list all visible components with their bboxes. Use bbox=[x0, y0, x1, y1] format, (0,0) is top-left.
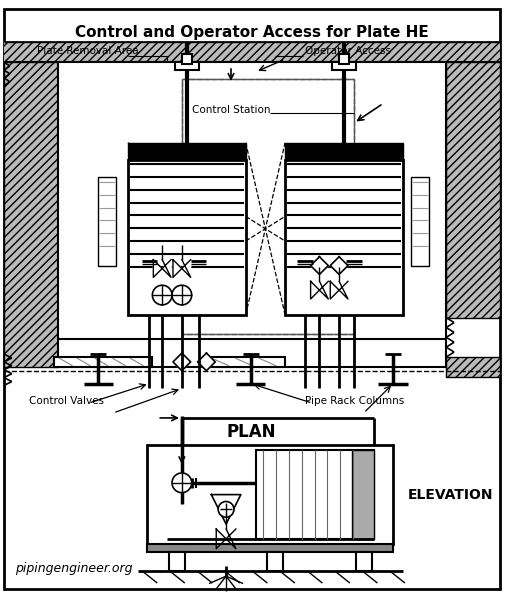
Circle shape bbox=[218, 502, 234, 517]
Bar bbox=[128, 143, 246, 160]
Polygon shape bbox=[182, 260, 191, 277]
Bar bbox=[182, 79, 354, 334]
Bar bbox=[98, 177, 116, 266]
Circle shape bbox=[172, 473, 192, 493]
Circle shape bbox=[152, 285, 172, 305]
Polygon shape bbox=[226, 529, 236, 548]
Bar bbox=[339, 54, 349, 64]
Polygon shape bbox=[330, 281, 339, 299]
Bar bbox=[128, 160, 246, 315]
Bar bbox=[352, 450, 373, 539]
Bar bbox=[58, 62, 446, 367]
Bar bbox=[147, 446, 393, 544]
Polygon shape bbox=[162, 260, 171, 277]
Polygon shape bbox=[310, 281, 320, 299]
Bar bbox=[147, 544, 393, 551]
Bar bbox=[446, 357, 500, 377]
Bar bbox=[285, 160, 403, 315]
Bar bbox=[206, 357, 285, 367]
Polygon shape bbox=[320, 281, 328, 299]
Text: ELEVATION: ELEVATION bbox=[408, 487, 494, 502]
Polygon shape bbox=[330, 257, 348, 274]
Bar bbox=[4, 42, 500, 62]
Text: Control Valves: Control Valves bbox=[29, 396, 105, 406]
Bar bbox=[267, 551, 283, 571]
Text: Control Station: Control Station bbox=[192, 105, 270, 115]
Polygon shape bbox=[198, 353, 215, 371]
Bar bbox=[332, 62, 356, 70]
Polygon shape bbox=[310, 257, 328, 274]
Text: PLAN: PLAN bbox=[227, 423, 277, 441]
Polygon shape bbox=[216, 529, 226, 548]
Text: Control and Operator Access for Plate HE: Control and Operator Access for Plate HE bbox=[75, 25, 428, 39]
Bar bbox=[54, 357, 152, 367]
Polygon shape bbox=[339, 281, 348, 299]
Bar bbox=[411, 177, 428, 266]
Polygon shape bbox=[211, 495, 241, 524]
Bar bbox=[356, 551, 371, 571]
Bar bbox=[4, 62, 58, 367]
Circle shape bbox=[172, 285, 192, 305]
Polygon shape bbox=[173, 260, 182, 277]
Polygon shape bbox=[153, 260, 162, 277]
Text: Pipe Rack Columns: Pipe Rack Columns bbox=[305, 396, 404, 406]
Bar bbox=[285, 143, 403, 160]
Text: Operator Access: Operator Access bbox=[305, 46, 391, 56]
Polygon shape bbox=[173, 353, 191, 371]
Bar bbox=[182, 54, 192, 64]
Bar bbox=[446, 62, 500, 318]
Bar bbox=[169, 551, 185, 571]
Text: Plate Removal Area: Plate Removal Area bbox=[37, 46, 139, 56]
Text: pipingengineer.org: pipingengineer.org bbox=[15, 562, 132, 575]
Bar bbox=[175, 62, 199, 70]
Bar bbox=[255, 450, 373, 539]
Bar bbox=[182, 79, 354, 334]
